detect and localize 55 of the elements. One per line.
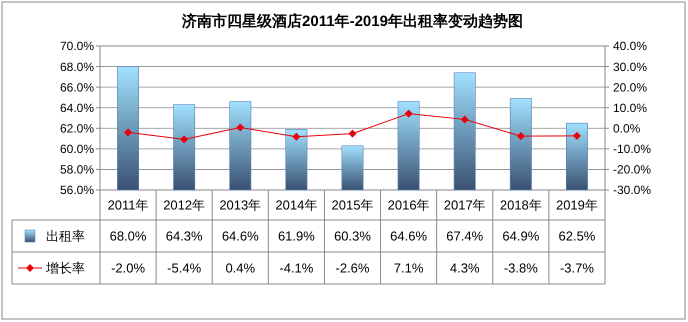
y-tick-label: 66.0%	[60, 80, 94, 94]
y-tick-label: 64.0%	[60, 100, 94, 115]
data-label: -4.1%	[279, 260, 314, 276]
y-tick-label: 70.0%	[60, 39, 94, 54]
x-tick-label: 2014年	[275, 198, 318, 213]
data-label: 67.4%	[446, 228, 484, 244]
x-tick-label: 2018年	[500, 198, 542, 213]
y-tick-label: 58.0%	[60, 162, 94, 177]
x-tick-label: 2019年	[556, 198, 598, 213]
x-tick-label: 2011年	[108, 198, 149, 213]
data-label: 64.3%	[166, 228, 204, 244]
x-tick-label: 2015年	[332, 198, 374, 213]
y2-tick-label: -20.0%	[613, 162, 652, 177]
data-label: 60.3%	[334, 228, 372, 244]
point	[460, 115, 469, 124]
y-tick-label: 62.0%	[60, 121, 94, 136]
y2-tick-label: 30.0%	[613, 60, 648, 74]
data-label: 4.3%	[450, 260, 480, 276]
data-label: -2.6%	[336, 260, 370, 276]
data-label: -3.7%	[560, 260, 594, 276]
y2-tick-label: -10.0%	[613, 142, 652, 156]
chart-title: 济南市四星级酒店2011年-2019年出租率变动趋势图	[181, 12, 523, 30]
legend-label: 增长率	[45, 260, 85, 276]
data-label: 62.5%	[558, 228, 596, 244]
data-label: 0.4%	[225, 260, 256, 276]
y2-tick-label: 40.0%	[613, 39, 648, 54]
data-label: 7.1%	[394, 260, 424, 276]
y-tick-label: 56.0%	[60, 183, 94, 198]
legend-label: 出租率	[46, 228, 85, 244]
data-label: 64.6%	[390, 228, 428, 244]
y2-tick-label: -30.0%	[613, 183, 652, 198]
data-label: -3.8%	[504, 260, 538, 276]
point	[348, 130, 356, 138]
y-tick-label: 60.0%	[60, 142, 94, 156]
data-label: 64.9%	[502, 228, 540, 244]
data-label: 61.9%	[278, 228, 316, 244]
point	[292, 132, 300, 141]
data-label: 64.6%	[222, 228, 260, 244]
data-label: -5.4%	[167, 260, 202, 276]
point	[180, 135, 188, 144]
y2-tick-label: 0.0%	[613, 121, 641, 136]
point	[516, 132, 525, 140]
x-tick-label: 2012年	[163, 198, 206, 213]
x-tick-label: 2016年	[388, 198, 430, 213]
x-tick-label: 2017年	[444, 198, 486, 213]
point	[124, 128, 132, 136]
point	[404, 110, 413, 118]
y-tick-label: 68.0%	[60, 60, 94, 74]
x-tick-label: 2013年	[219, 198, 262, 213]
point	[236, 123, 244, 132]
y2-tick-label: 20.0%	[613, 80, 648, 94]
data-label: -2.0%	[111, 260, 146, 276]
point	[572, 132, 581, 140]
y2-tick-label: 10.0%	[613, 100, 648, 115]
data-label: 68.0%	[110, 228, 147, 244]
